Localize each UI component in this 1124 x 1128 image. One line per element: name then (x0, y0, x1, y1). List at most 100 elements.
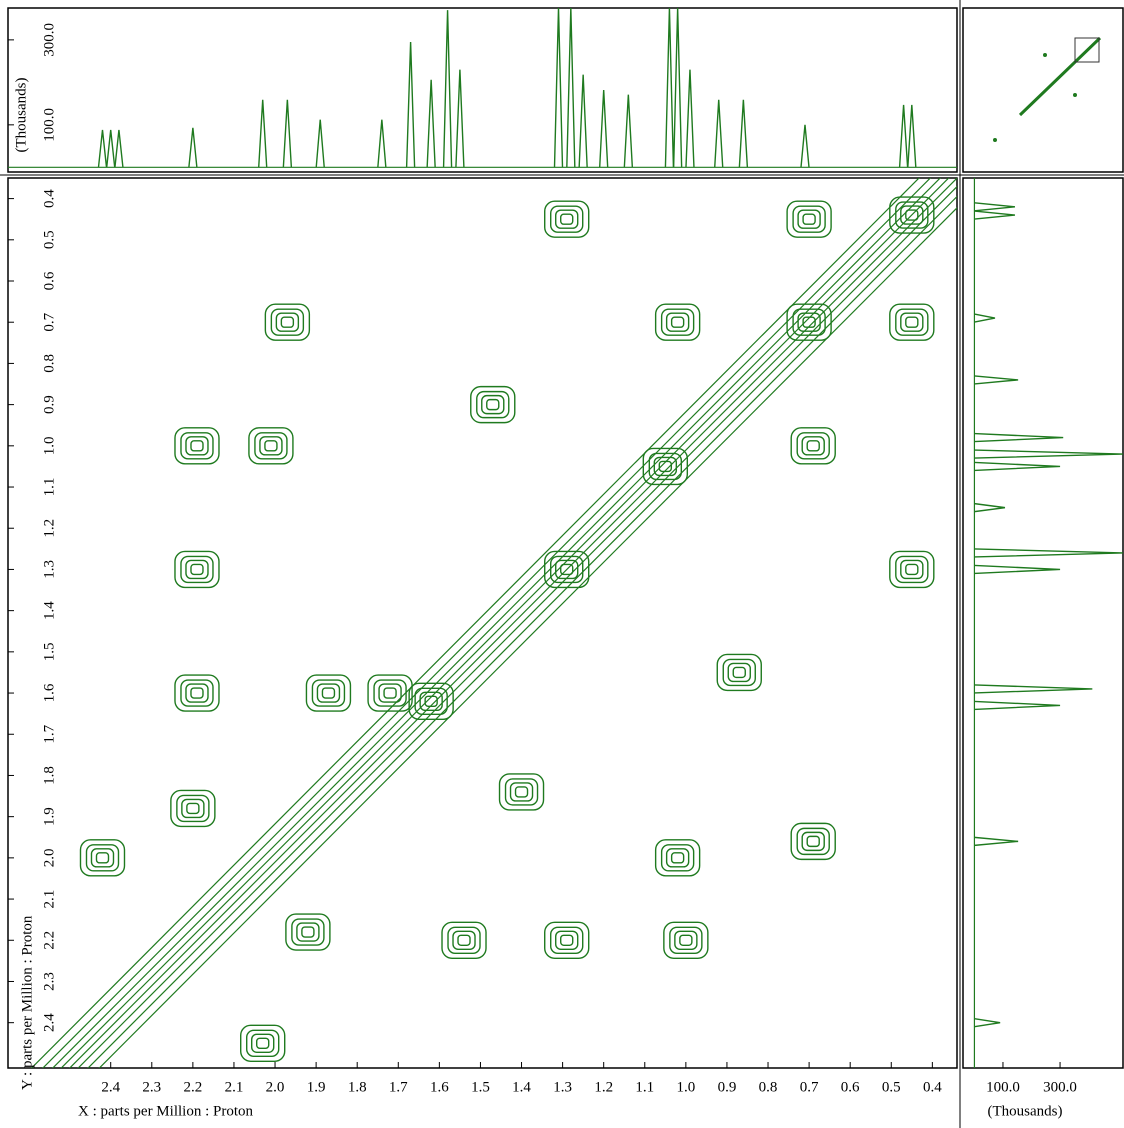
x-tick-label: 1.5 (471, 1079, 490, 1095)
x-tick-label: 2.3 (142, 1079, 161, 1095)
spectrum-peak (316, 120, 324, 168)
y-tick-label: 0.4 (41, 189, 57, 208)
spectrum-peak (98, 130, 106, 167)
contour-ring (728, 663, 750, 681)
spectrum-peak (974, 685, 1092, 693)
contour-ring (516, 787, 528, 797)
inset-dot (1074, 94, 1077, 97)
spectrum-peak (600, 90, 608, 167)
x-tick-label: 2.0 (266, 1079, 285, 1095)
contour-ring (807, 441, 819, 451)
y-tick-label: 1.0 (41, 436, 57, 455)
y-tick-label: 1.3 (41, 560, 57, 579)
spectrum-peak (567, 8, 575, 167)
x-tick-label: 1.7 (389, 1079, 408, 1095)
contour-ring (379, 684, 401, 702)
y-tick-label: 1.7 (41, 724, 57, 743)
contour-ring (672, 317, 684, 327)
y-tick-label: 2.0 (41, 848, 57, 867)
y-tick-label: 2.4 (41, 1013, 57, 1032)
y-tick-label: 0.6 (41, 271, 57, 290)
x-tick-label: 1.3 (553, 1079, 572, 1095)
contour-ring (798, 313, 820, 331)
y-tick-label: 300.0 (41, 23, 57, 57)
contour-ring (511, 783, 533, 801)
contour-ring (317, 684, 339, 702)
inset-frame (963, 8, 1123, 172)
spectrum-peak (801, 125, 809, 167)
contour-ring (281, 317, 293, 327)
contour-ring (265, 441, 277, 451)
right-frame (963, 178, 1123, 1068)
contour-ring (453, 931, 475, 949)
spectrum-peak (974, 837, 1018, 845)
y-tick-label: 1.4 (41, 601, 57, 620)
contour-ring (420, 692, 442, 710)
contour-ring (191, 564, 203, 574)
y-tick-label: 0.9 (41, 395, 57, 414)
y-tick-label: 1.1 (41, 478, 57, 497)
spectrum-peak (974, 434, 1063, 442)
x-tick-label: 1.4 (512, 1079, 531, 1095)
spectrum-peak (579, 75, 587, 168)
contour-ring (187, 803, 199, 813)
inset-dot (1044, 54, 1047, 57)
spectrum-peak (974, 314, 995, 322)
spectrum-peak (739, 100, 747, 168)
x-tick-label: 300.0 (1043, 1079, 1077, 1095)
x-tick-label: 0.9 (718, 1079, 737, 1095)
y-tick-label: 2.2 (41, 931, 57, 950)
spectrum-peak (974, 1019, 1000, 1027)
contour-ring (186, 437, 208, 455)
x-tick-label: 1.2 (594, 1079, 613, 1095)
contour-ring (257, 1038, 269, 1048)
contour-ring (561, 214, 573, 224)
contour-ring (807, 836, 819, 846)
spectrum-peak (686, 70, 694, 168)
contour-ring (672, 853, 684, 863)
x-tick-label: 2.1 (225, 1079, 244, 1095)
diagonal-contour (14, 180, 963, 1128)
spectrum-peak (974, 462, 1060, 470)
contour-ring (252, 1034, 274, 1052)
contour-ring (91, 849, 113, 867)
top-frame (8, 8, 957, 172)
spectrum-peak (674, 8, 682, 167)
x-tick-label: 1.8 (348, 1079, 367, 1095)
spectrum-peak (407, 42, 415, 167)
right-projection (974, 178, 1122, 1068)
x-tick-label: 1.6 (430, 1079, 449, 1095)
contour-ring (654, 457, 676, 475)
x-tick-label: 0.8 (759, 1079, 778, 1095)
spectrum-peak (456, 70, 464, 168)
contour-ring (680, 935, 692, 945)
contour-ring (667, 849, 689, 867)
contour-ring (798, 210, 820, 228)
page: X : parts per Million : Proton Y : parts… (0, 0, 1124, 1128)
x-tick-label: 1.1 (635, 1079, 654, 1095)
right-axis-label: (Thousands) (988, 1103, 1063, 1119)
contour-ring (482, 396, 504, 414)
top-projection (8, 8, 957, 167)
spectrum-peak (665, 8, 673, 167)
x-tick-label: 0.4 (923, 1079, 942, 1095)
y-tick-label: 0.5 (41, 230, 57, 249)
inset-diagonal (1020, 38, 1100, 115)
spectrum-peak (974, 549, 1122, 557)
spectrum-peak (974, 450, 1122, 458)
spectrum-peak (115, 130, 123, 167)
x-tick-label: 0.6 (841, 1079, 860, 1095)
spectrum-peak (908, 105, 916, 167)
spectrum-peak (555, 8, 563, 167)
y-tick-label: 2.3 (41, 972, 57, 991)
contour-area (0, 157, 974, 1128)
spectrum-peak (974, 203, 1015, 211)
contour-ring (487, 400, 499, 410)
contour-ring (322, 688, 334, 698)
spectrum-peak (378, 120, 386, 168)
contour-ring (186, 560, 208, 578)
diagonal-contour (10, 176, 959, 1128)
spectrum-peak (427, 80, 435, 168)
contour-ring (667, 313, 689, 331)
spectrum-peak (900, 105, 908, 167)
